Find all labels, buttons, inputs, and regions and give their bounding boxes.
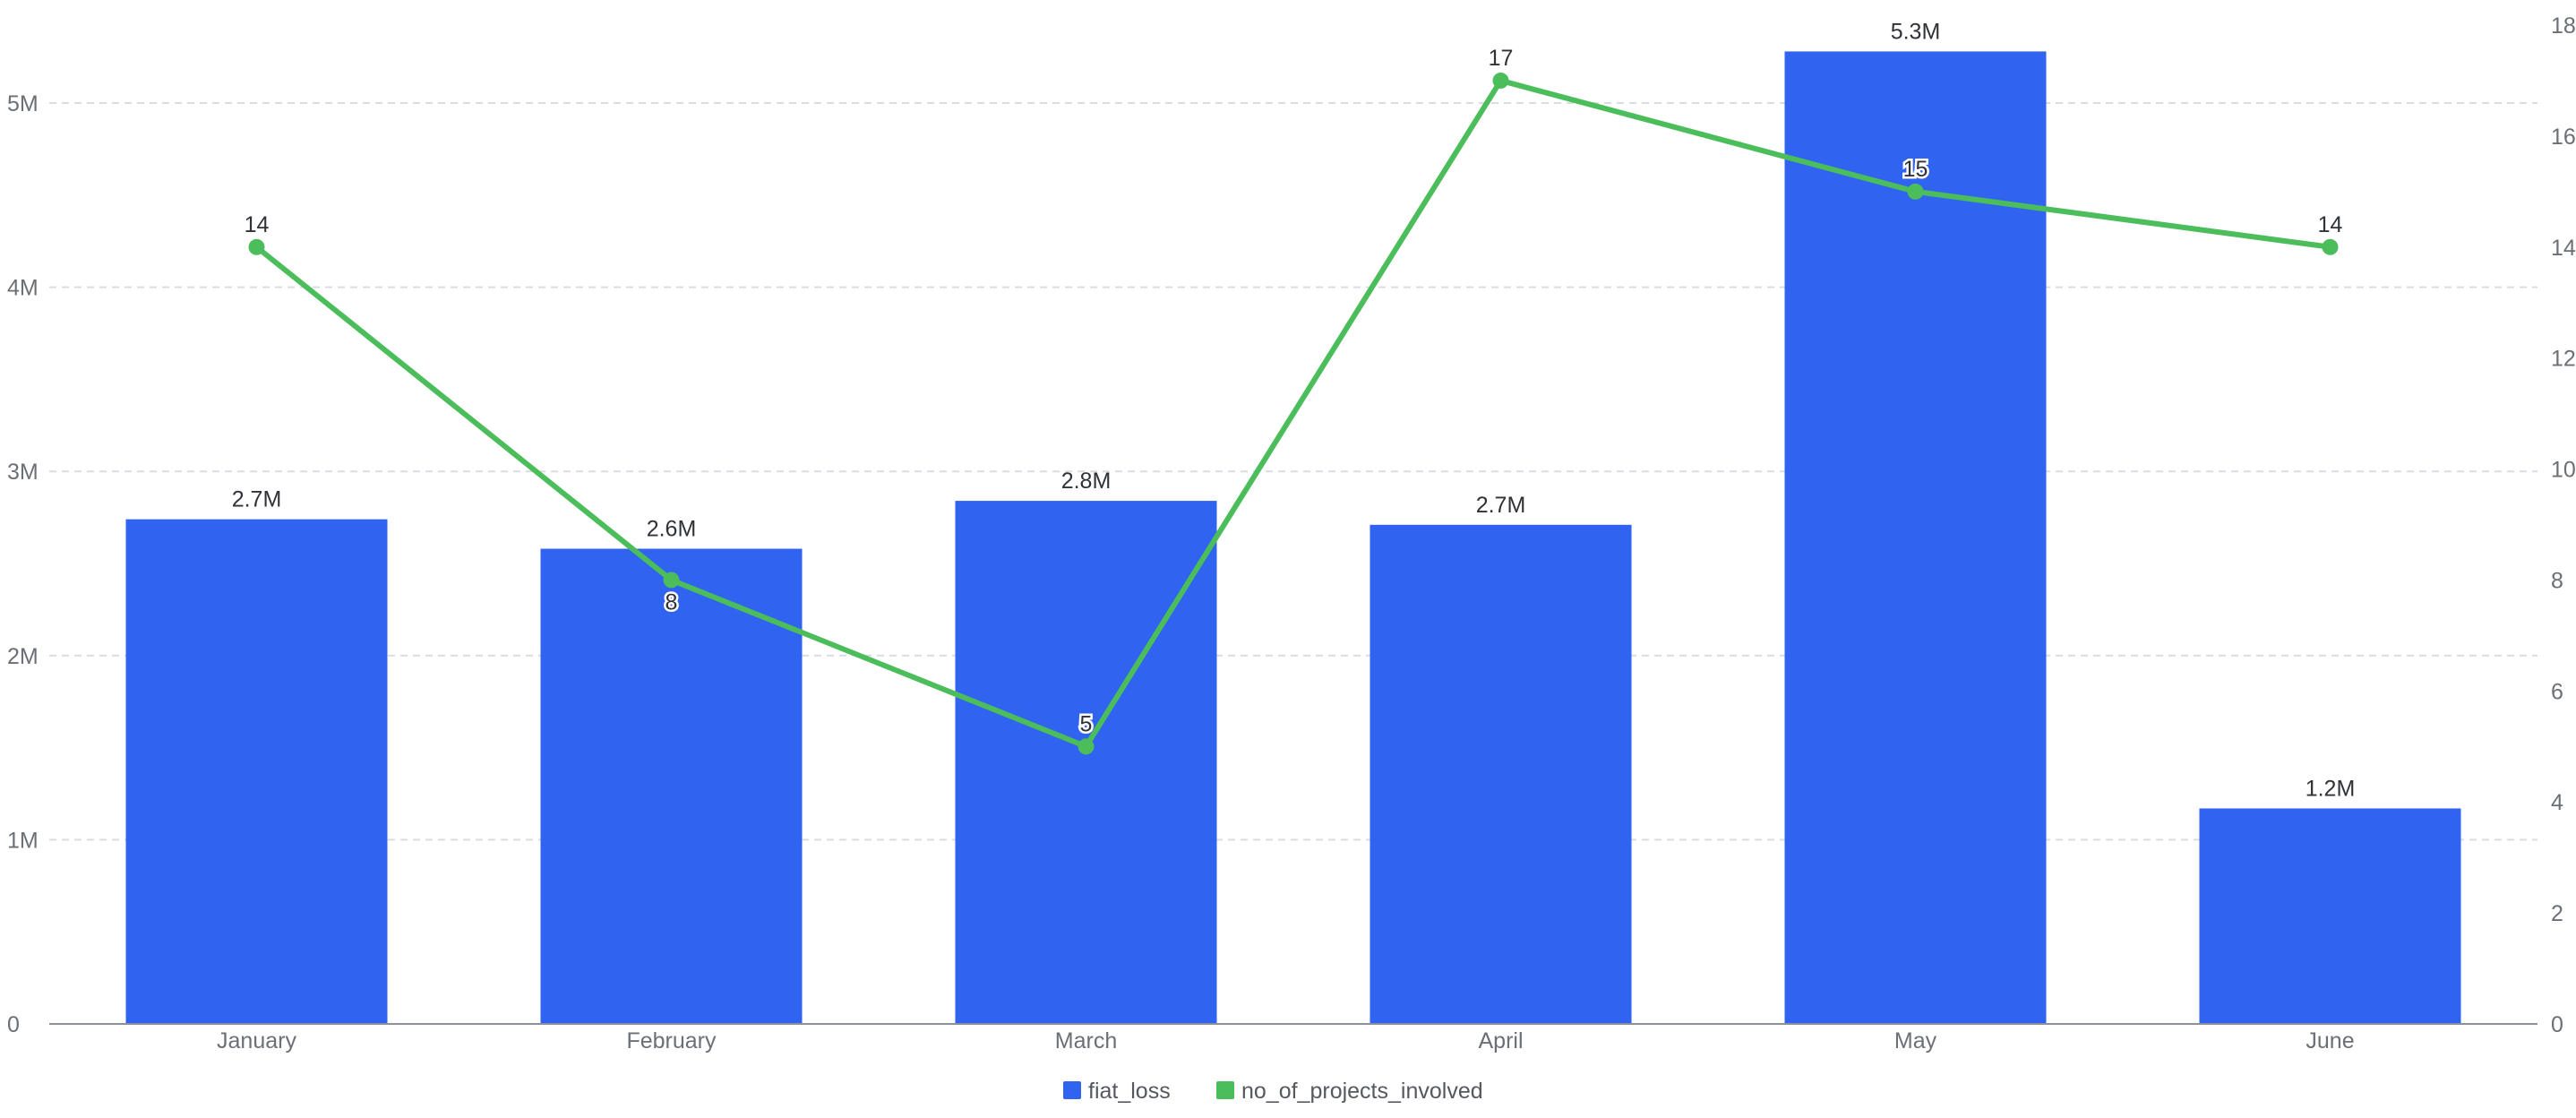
legend-swatch	[1216, 1081, 1234, 1099]
line-data-label: 15	[1903, 157, 1928, 182]
right-axis-tick-label: 0	[2551, 1012, 2563, 1037]
right-axis-tick-label: 16	[2551, 125, 2576, 150]
x-axis-tick-label: April	[1478, 1028, 1523, 1054]
x-axis-tick-label: May	[1894, 1028, 1937, 1054]
right-axis-tick-label: 12	[2551, 347, 2576, 372]
gridlines	[49, 102, 2537, 841]
line-data-label: 8	[665, 589, 678, 615]
bar-series-fiat-loss	[125, 51, 2461, 1024]
right-axis-tick-label: 2	[2551, 901, 2563, 926]
line-data-label: 14	[245, 212, 270, 237]
line-data-label: 17	[1489, 46, 1514, 71]
bar	[955, 501, 1217, 1024]
bar-data-label: 1.2M	[2306, 776, 2356, 801]
legend-swatch	[1063, 1081, 1081, 1099]
series-line	[253, 77, 2333, 750]
axes: 0 1M 2M 3M 4M 5M 0 2 4 6 8 10 12 14 16 18 January Februar…	[7, 13, 2576, 1054]
left-axis-tick-label: 5M	[7, 91, 39, 116]
line-point	[663, 572, 680, 589]
left-axis-tick-label: 4M	[7, 276, 39, 301]
right-axis-tick-label: 14	[2551, 236, 2576, 261]
bar-data-label: 2.7M	[1476, 493, 1526, 518]
line-point	[248, 238, 265, 255]
right-axis-tick-label: 6	[2551, 679, 2563, 704]
bar-data-label: 5.3M	[1891, 19, 1941, 44]
x-axis-tick-label: June	[2306, 1028, 2354, 1054]
line-point	[1907, 183, 1924, 200]
bar-data-label: 2.8M	[1061, 469, 1112, 494]
right-axis-tick-label: 4	[2551, 790, 2563, 815]
line-point	[1078, 738, 1095, 755]
left-axis-tick-label: 3M	[7, 460, 39, 485]
x-axis-tick-label: January	[217, 1028, 296, 1054]
bar	[540, 548, 803, 1024]
line-point	[2322, 238, 2339, 255]
bar	[125, 519, 388, 1024]
legend: fiat_loss no_of_projects_involved	[1063, 1079, 1483, 1104]
bar-data-label: 2.6M	[647, 517, 697, 542]
right-axis-tick-label: 18	[2551, 13, 2576, 39]
left-axis-tick-label: 1M	[7, 828, 39, 853]
x-axis-tick-label: March	[1055, 1028, 1117, 1054]
line-series-no-of-projects-involved	[248, 72, 2339, 755]
left-axis-tick-label: 2M	[7, 644, 39, 669]
data-labels: 2.7M 2.6M 2.8M 2.7M 5.3M 1.2M 14 8 5 17 15 14	[232, 19, 2356, 801]
bar	[2199, 808, 2461, 1024]
right-axis-tick-label: 10	[2551, 458, 2576, 483]
right-axis-tick-label: 8	[2551, 568, 2563, 593]
line-data-label: 5	[1080, 711, 1093, 736]
line-data-label: 14	[2318, 212, 2343, 237]
legend-label: no_of_projects_involved	[1241, 1079, 1483, 1104]
legend-label: fiat_loss	[1088, 1079, 1171, 1104]
bar-data-label: 2.7M	[232, 487, 282, 512]
line-point	[1492, 72, 1509, 89]
bar	[1370, 524, 1632, 1024]
x-axis-tick-label: February	[626, 1028, 717, 1054]
bar	[1784, 51, 2047, 1024]
left-axis-tick-label: 0	[7, 1012, 20, 1037]
